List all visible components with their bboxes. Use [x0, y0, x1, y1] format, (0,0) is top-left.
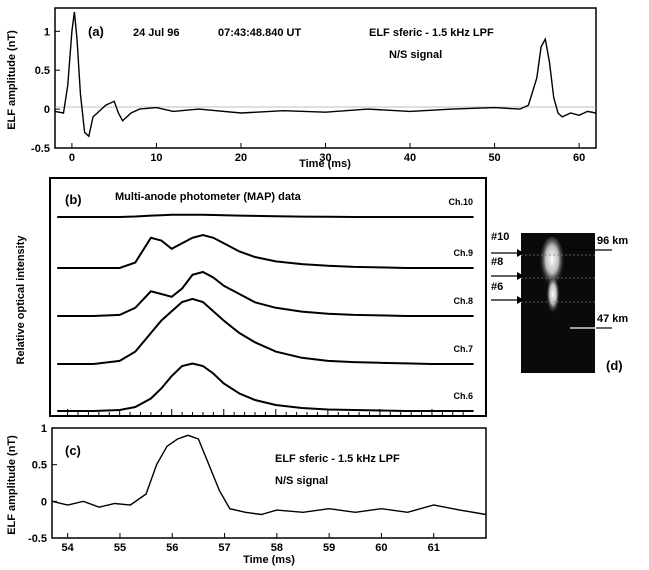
panel-a-ytick-label-3: 1: [44, 26, 50, 38]
panel-c-ytick-label-0: -0.5: [28, 533, 47, 545]
panel-a-trace: [54, 11, 597, 138]
panel-c-xtick-label-7: 61: [428, 542, 440, 554]
panel-c-xtick-label-4: 58: [271, 542, 283, 554]
panel-b-label: (b): [65, 192, 82, 207]
panel-b-frame: [49, 177, 487, 417]
channel-10-label: #10: [491, 231, 509, 243]
panel-c-xticks: 54 55 56 57 58 59 60 61: [62, 533, 440, 554]
altitude-47-label: 47 km: [597, 313, 628, 325]
panel-c: (c) ELF sferic - 1.5 kHz LPF N/S signal …: [6, 423, 487, 566]
panel-c-xtick-label-3: 57: [218, 542, 230, 554]
channel-6-label: #6: [491, 281, 503, 293]
panel-c-ytick-label-1: 0: [41, 496, 47, 508]
panel-c-xlabel: Time (ms): [243, 554, 295, 566]
panel-c-xtick-label-0: 54: [62, 542, 75, 554]
panel-a-xticks: 0 10 20 30 40 50 60: [69, 143, 585, 164]
map-trace-ch7: [57, 297, 474, 365]
panel-b-title: Multi-anode photometer (MAP) data: [115, 191, 302, 203]
panel-b-bottom-ticks: [67, 409, 464, 416]
panel-d-label: (d): [606, 358, 623, 373]
map-channel-label-3: Ch.7: [453, 344, 473, 354]
map-trace-ch6: [57, 362, 474, 412]
panel-b-series: Ch.10 Ch.9 Ch.8 Ch.7 Ch.6: [57, 197, 474, 412]
panel-a-xtick-label-1: 10: [150, 152, 162, 164]
panel-a-time: 07:43:48.840 UT: [218, 27, 301, 39]
map-trace-ch8: [57, 270, 474, 317]
arrow-10-head: [517, 249, 524, 257]
panel-c-label: (c): [65, 443, 81, 458]
map-trace-ch10: [57, 213, 474, 218]
map-channel-label-2: Ch.8: [453, 296, 473, 306]
panel-c-xtick-label-5: 59: [323, 542, 335, 554]
channel-arrows: [491, 249, 524, 304]
panel-a-xtick-label-4: 40: [404, 152, 416, 164]
panel-c-title: ELF sferic - 1.5 kHz LPF: [275, 453, 400, 465]
panel-c-yticks: -0.5 0 0.5 1: [28, 423, 57, 545]
sprite-glow-lower: [546, 278, 560, 318]
panel-c-subtitle: N/S signal: [275, 475, 328, 487]
map-channel-label-1: Ch.9: [453, 248, 473, 258]
panel-a-xlabel: Time (ms): [299, 158, 351, 170]
panel-a-ylabel: ELF amplitude (nT): [6, 30, 18, 130]
panel-a-ytick-label-2: 0.5: [35, 65, 50, 77]
panel-a-ytick-label-0: -0.5: [31, 143, 50, 155]
panel-c-xtick-label-1: 55: [114, 542, 126, 554]
panel-d: 96 km 47 km #10 #8 #6 (d): [491, 231, 628, 373]
panel-c-xtick-label-2: 56: [166, 542, 178, 554]
panel-a-xtick-label-2: 20: [235, 152, 247, 164]
panel-a-xtick-label-5: 50: [488, 152, 500, 164]
panel-b-ylabel: Relative optical intensity: [15, 235, 27, 365]
panel-c-trace: [51, 434, 487, 516]
sprite-glow-upper: [539, 237, 565, 293]
panel-a-ytick-label-1: 0: [44, 104, 50, 116]
map-channel-label-4: Ch.6: [453, 391, 473, 401]
panel-c-ytick-label-3: 1: [41, 423, 47, 435]
panel-a-xtick-label-0: 0: [69, 152, 75, 164]
map-trace-ch9: [57, 233, 474, 269]
arrow-6-head: [517, 296, 524, 304]
panel-a-subtitle: N/S signal: [389, 49, 442, 61]
panel-a-date: 24 Jul 96: [133, 27, 179, 39]
panel-a: (a) 24 Jul 96 07:43:48.840 UT ELF sferic…: [6, 7, 597, 170]
panel-a-xtick-label-6: 60: [573, 152, 585, 164]
panel-c-xtick-label-6: 60: [375, 542, 387, 554]
panel-a-label: (a): [88, 24, 104, 39]
panel-c-ylabel: ELF amplitude (nT): [6, 435, 18, 535]
altitude-96-label: 96 km: [597, 235, 628, 247]
arrow-8-head: [517, 272, 524, 280]
map-channel-label-0: Ch.10: [448, 197, 473, 207]
panel-c-frame: [51, 427, 487, 539]
channel-8-label: #8: [491, 256, 503, 268]
panel-b: (b) Multi-anode photometer (MAP) data Re…: [15, 177, 487, 417]
panel-c-ytick-label-2: 0.5: [32, 460, 47, 472]
panel-a-yticks: -0.5 0 0.5 1: [31, 26, 60, 155]
panel-a-title: ELF sferic - 1.5 kHz LPF: [369, 27, 494, 39]
panel-a-xtick-label-3: 30: [319, 152, 331, 164]
